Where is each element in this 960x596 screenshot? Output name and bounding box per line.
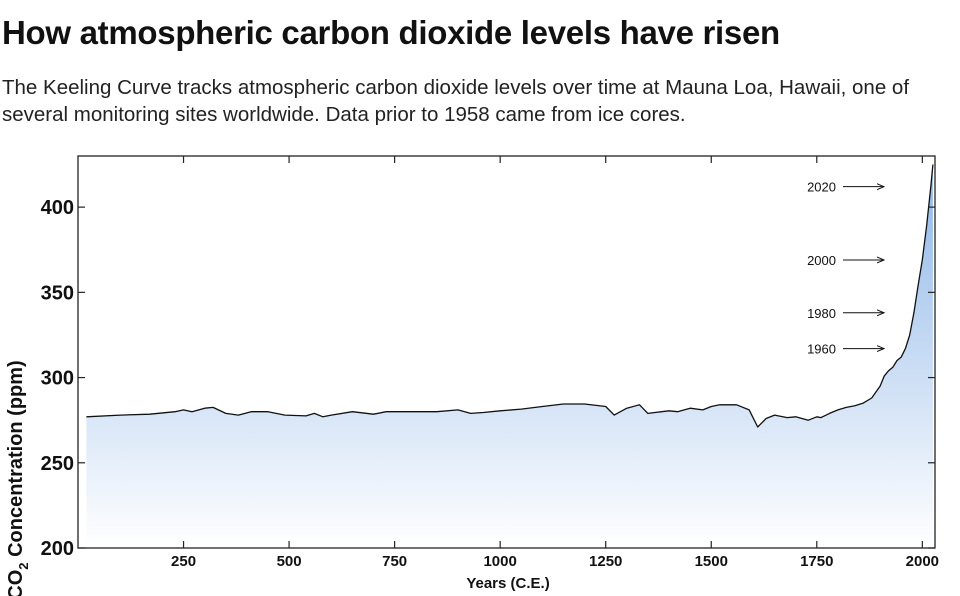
y-tick-label: 250 bbox=[41, 453, 74, 475]
year-annotation-label: 1960 bbox=[807, 342, 836, 357]
plot-frame bbox=[77, 155, 936, 549]
y-axis: 200 250 300 350 400 bbox=[41, 197, 935, 560]
co2-chart: 250 500 750 1000 1250 1500 1750 2000 200 250 300 3… bbox=[5, 155, 939, 596]
y-axis-label: CO2 Concentration (ppm) bbox=[5, 360, 31, 596]
chart-title: How atmospheric carbon dioxide levels ha… bbox=[2, 14, 780, 51]
x-tick-label: 1250 bbox=[589, 553, 622, 570]
co2-series-line bbox=[86, 164, 934, 428]
y-tick-label: 350 bbox=[41, 282, 74, 304]
x-tick-label: 500 bbox=[277, 553, 302, 570]
x-tick-label: 750 bbox=[382, 553, 407, 570]
year-annotation-label: 1980 bbox=[807, 306, 836, 321]
x-tick-label: 1000 bbox=[483, 553, 516, 570]
year-annotation-label: 2020 bbox=[807, 180, 836, 195]
x-tick-label: 250 bbox=[171, 553, 196, 570]
y-tick-label: 300 bbox=[41, 368, 74, 390]
x-tick-label: 1750 bbox=[800, 553, 833, 570]
x-tick-label: 2000 bbox=[906, 553, 939, 570]
chart-subtitle: The Keeling Curve tracks atmospheric car… bbox=[2, 76, 910, 126]
y-axis-label-rest: Concentration (ppm) bbox=[5, 360, 27, 562]
year-annotation-label: 2000 bbox=[807, 253, 836, 268]
y-axis-label-main: CO bbox=[5, 570, 27, 596]
x-axis: 250 500 750 1000 1250 1500 1750 2000 bbox=[171, 156, 939, 570]
y-tick-label: 400 bbox=[41, 197, 74, 219]
x-axis-label: Years (C.E.) bbox=[466, 575, 549, 592]
year-annotations: 2020 2000 1980 1960 bbox=[807, 180, 884, 357]
x-tick-label: 1500 bbox=[695, 553, 728, 570]
y-tick-label: 200 bbox=[41, 538, 74, 560]
co2-area-fill bbox=[86, 164, 933, 548]
y-axis-label-subscript: 2 bbox=[16, 562, 31, 569]
